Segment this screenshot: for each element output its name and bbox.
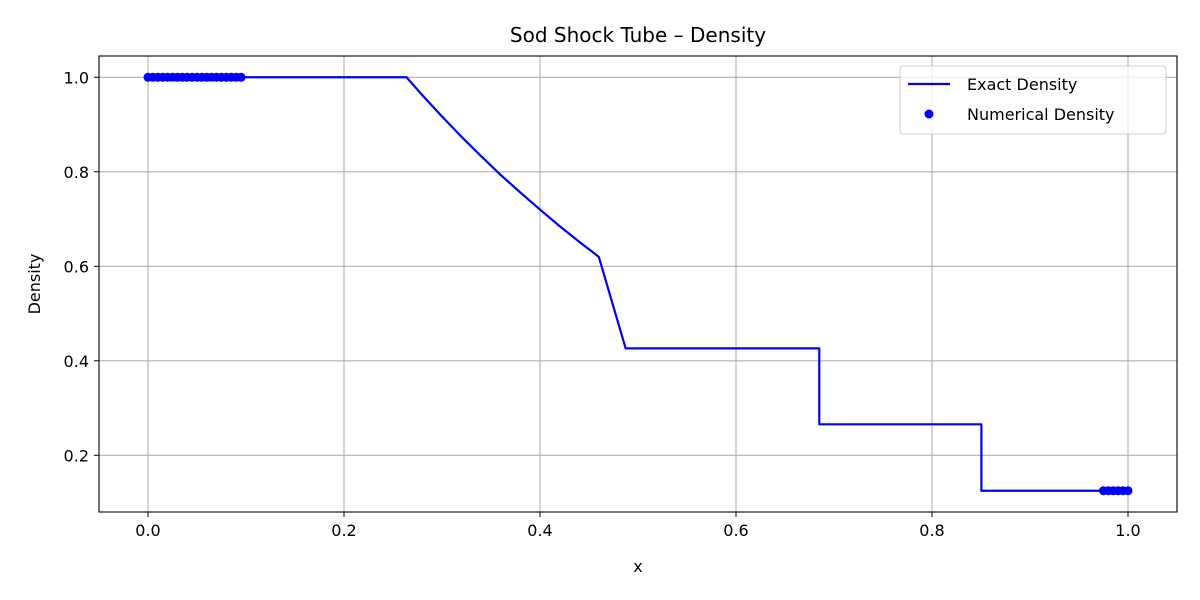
legend-label-numerical: Numerical Density (967, 105, 1115, 124)
y-axis: 0.2 0.4 0.6 0.8 1.0 (64, 68, 99, 465)
chart-title: Sod Shock Tube – Density (510, 23, 766, 47)
legend-label-exact: Exact Density (967, 75, 1077, 94)
numerical-density-point (236, 72, 246, 82)
y-tick-label: 0.2 (64, 446, 89, 465)
x-tick-label: 0.6 (723, 521, 748, 540)
x-tick-label: 0.4 (527, 521, 552, 540)
x-axis: 0.0 0.2 0.4 0.6 0.8 1.0 (135, 512, 1141, 540)
plot-frame (98, 55, 1178, 513)
legend-box (899, 65, 1167, 135)
numerical-density-point (1123, 486, 1133, 496)
y-tick-label: 0.4 (64, 352, 89, 371)
series-layer (143, 72, 1133, 496)
y-tick-label: 1.0 (64, 68, 89, 87)
x-tick-label: 0.2 (331, 521, 356, 540)
y-tick-label: 0.6 (64, 257, 89, 276)
legend: Exact Density Numerical Density (899, 65, 1167, 135)
x-tick-label: 0.0 (135, 521, 160, 540)
y-tick-label: 0.8 (64, 163, 89, 182)
x-tick-label: 1.0 (1115, 521, 1140, 540)
y-axis-label: Density (25, 254, 44, 315)
exact-density-line (148, 76, 1128, 492)
legend-marker-sample (924, 109, 934, 119)
x-axis-label: x (633, 557, 642, 576)
x-tick-label: 0.8 (919, 521, 944, 540)
